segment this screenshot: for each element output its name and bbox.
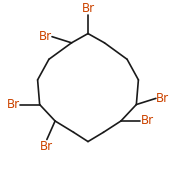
Text: Br: Br (156, 92, 169, 105)
Text: Br: Br (7, 98, 20, 111)
Text: Br: Br (39, 30, 52, 43)
Text: Br: Br (81, 2, 95, 15)
Text: Br: Br (40, 139, 54, 152)
Text: Br: Br (140, 114, 154, 127)
